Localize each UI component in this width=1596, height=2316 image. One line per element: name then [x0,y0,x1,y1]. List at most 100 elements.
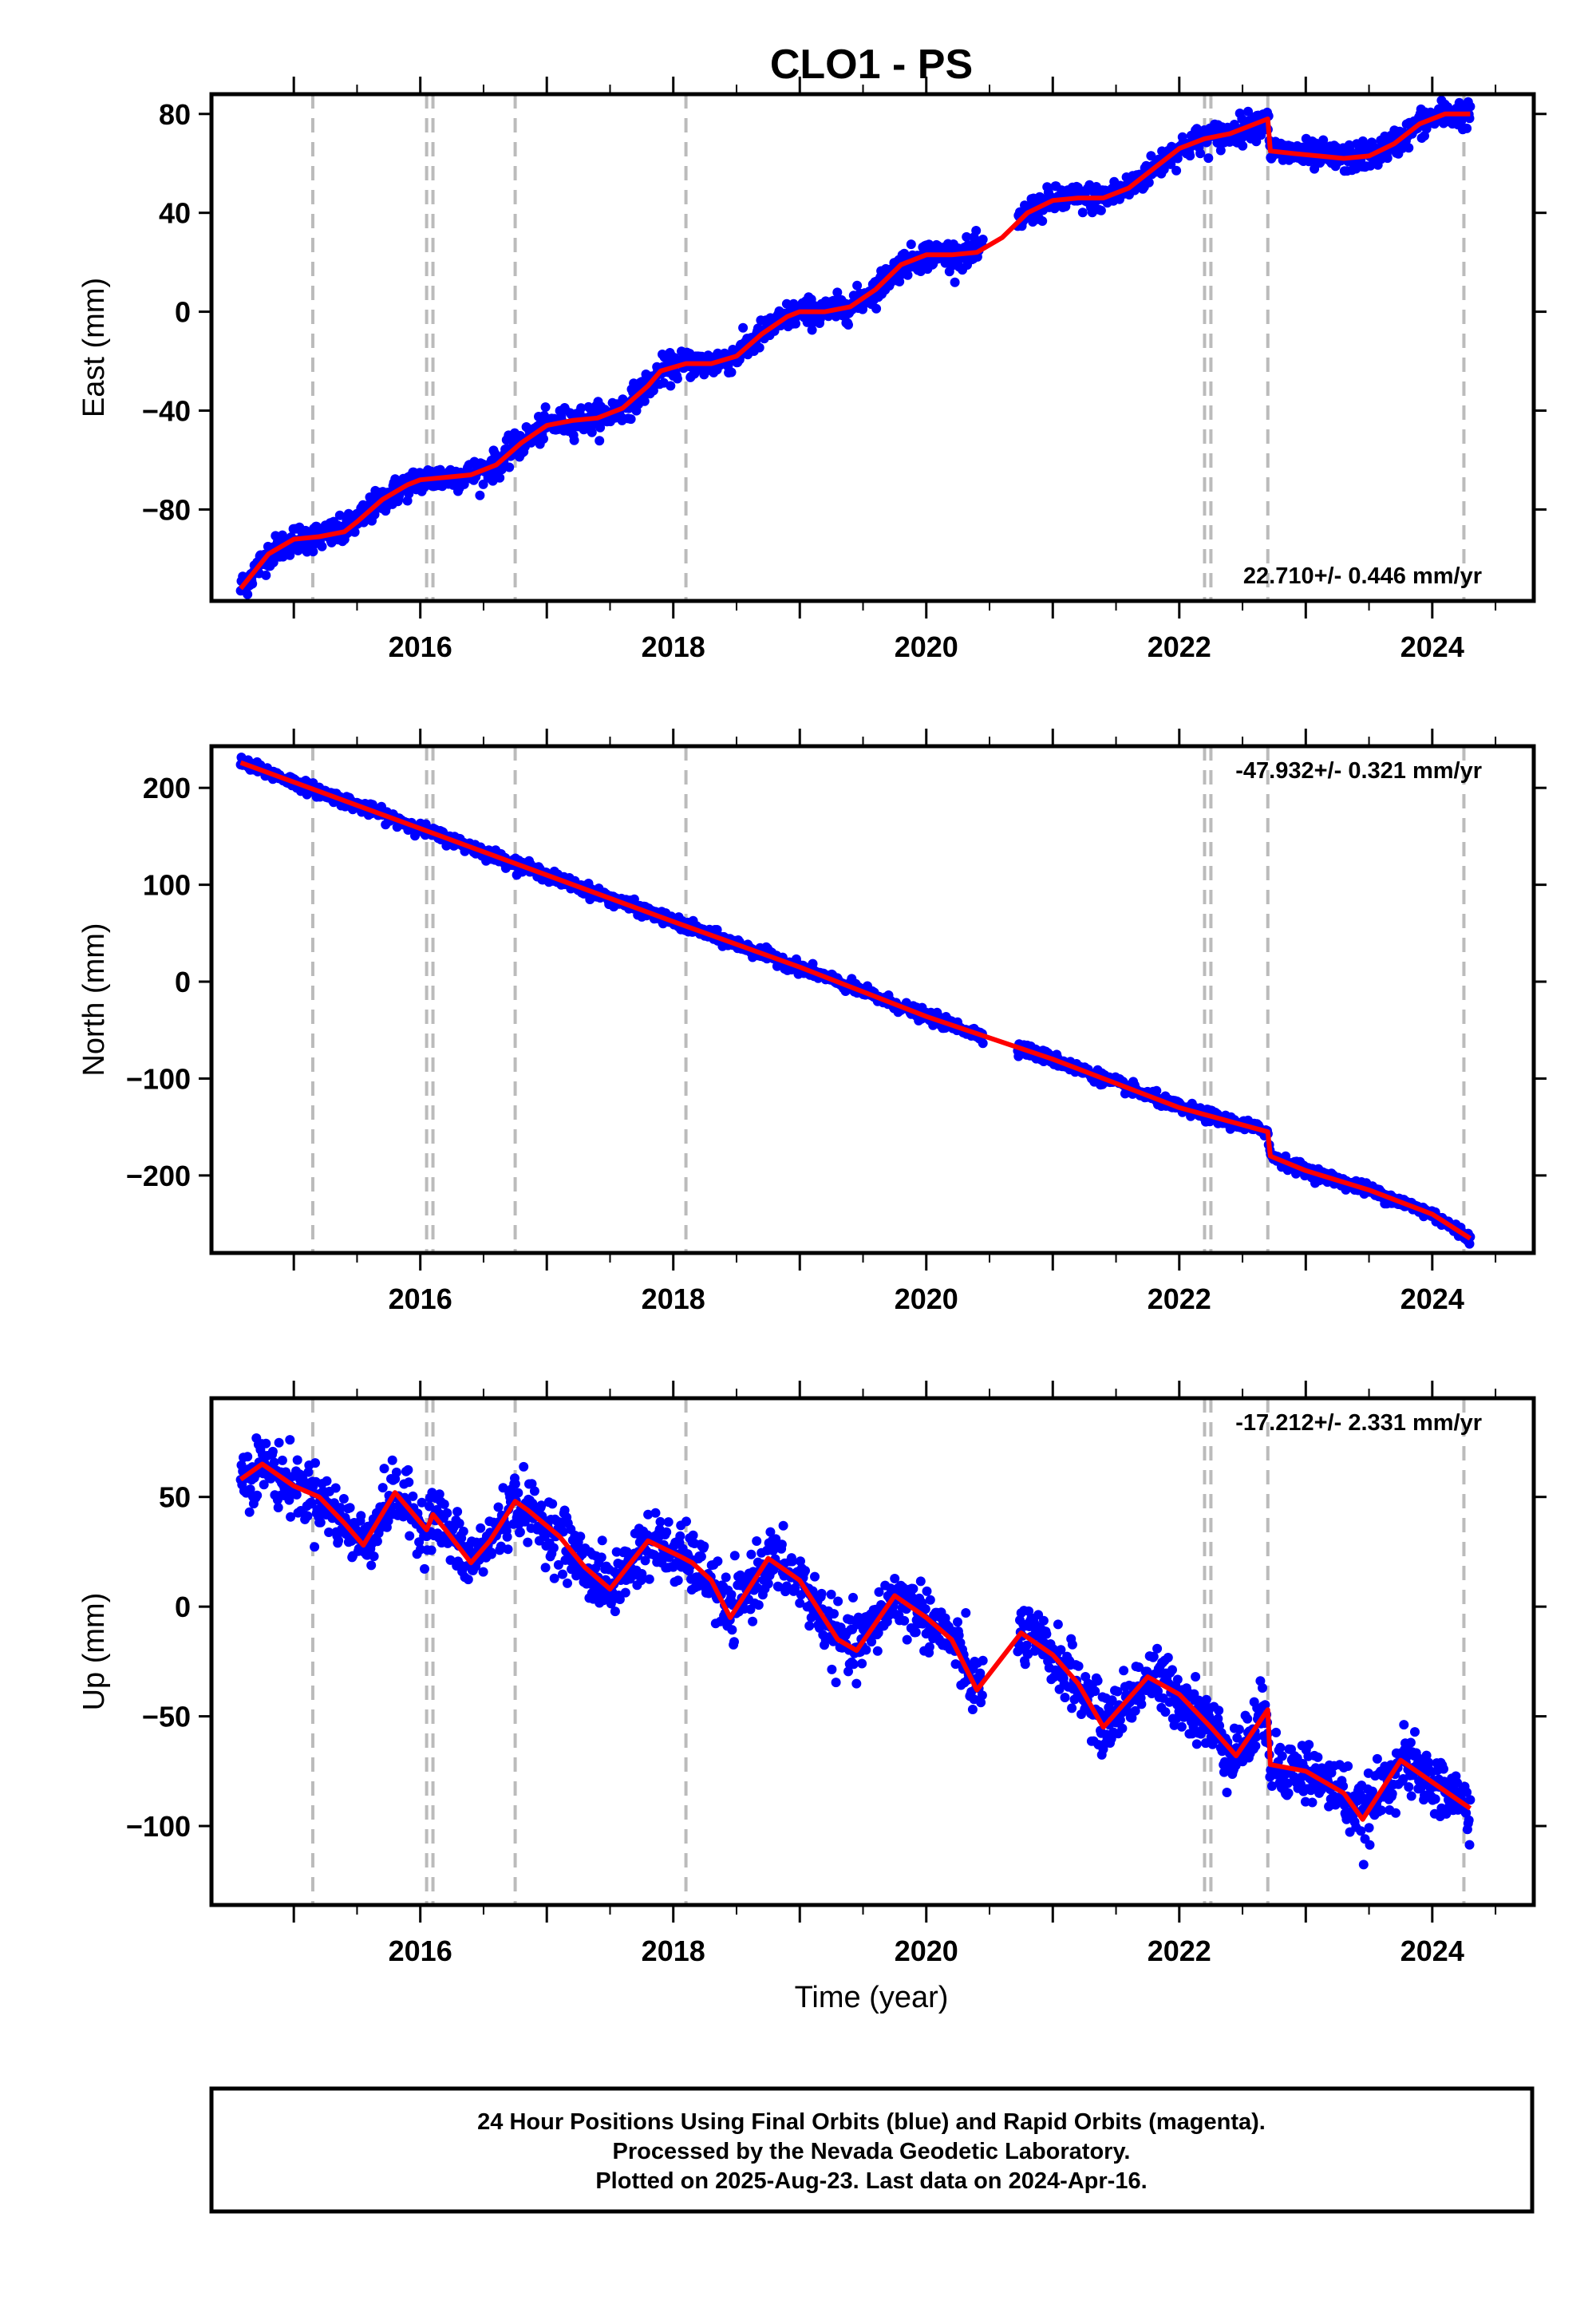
east-y-axis-label: East (mm) [77,278,111,417]
data-point [463,1575,473,1585]
data-point [895,276,905,287]
data-point [285,1435,295,1445]
east-x-tick-label: 2022 [1148,630,1211,663]
data-point [403,1464,413,1475]
data-point [569,435,579,445]
data-point [829,1609,839,1619]
data-point [486,1549,496,1559]
data-point [902,1634,912,1645]
data-point [277,1455,287,1465]
data-point [843,1666,853,1677]
data-point [244,1507,255,1517]
data-point [1107,1695,1117,1705]
data-point [1056,1645,1066,1655]
data-point [655,1516,666,1527]
data-point [1214,1705,1224,1716]
data-point [292,1455,302,1465]
east-x-tick-label: 2018 [642,630,705,663]
data-point [1127,1713,1137,1723]
data-point [611,1547,622,1557]
data-point [748,1616,758,1626]
data-point [420,1563,429,1574]
data-point [614,1595,625,1604]
data-point [1160,1707,1171,1717]
data-point [1250,1741,1261,1751]
data-point [729,1637,739,1647]
data-point [408,1491,418,1501]
data-point [1112,1686,1123,1697]
data-point [540,402,551,413]
data-point [369,509,380,520]
data-point [666,381,676,391]
data-point [496,464,507,475]
data-point [911,1627,921,1638]
data-point [1096,205,1106,215]
data-point [644,1574,654,1584]
data-point [478,479,488,489]
data-point [527,1479,537,1489]
data-point [1100,1710,1110,1721]
data-point [478,1567,488,1577]
data-point [1201,1694,1211,1705]
north-x-tick-label: 2018 [642,1282,705,1315]
data-point [848,1592,858,1603]
data-point [315,1517,326,1528]
data-point [454,1518,464,1528]
data-point [713,1556,723,1567]
data-point [688,1530,698,1540]
data-point [536,1500,547,1511]
data-point [404,1477,414,1488]
data-point [335,1503,346,1513]
data-point [261,1438,271,1448]
data-point [391,1467,401,1477]
north-y-axis-label: North (mm) [77,923,111,1076]
data-point [1222,1788,1232,1797]
data-point [978,1655,988,1666]
data-point [727,1625,737,1635]
data-point [648,385,658,396]
data-point [925,1595,935,1605]
data-point [1242,1713,1253,1724]
data-point [721,1572,731,1583]
data-point [442,1508,452,1518]
data-point [553,1559,563,1570]
data-point [843,320,853,330]
data-point [1119,1666,1129,1676]
data-point [405,1531,415,1541]
data-point [1404,143,1414,153]
data-point [1144,177,1154,188]
data-point [1462,123,1472,133]
data-point [268,557,279,567]
data-point [274,1437,284,1448]
data-point [1041,1629,1052,1639]
data-point [1215,145,1226,156]
data-point [523,1537,533,1547]
data-point [857,1658,867,1669]
data-point [595,436,605,446]
north-y-tick-label: −200 [126,1160,191,1192]
data-point [1115,1715,1125,1725]
data-point [513,1488,523,1498]
data-point [626,414,636,425]
data-point [1171,1713,1182,1724]
data-point [791,318,800,329]
data-point [977,1690,987,1701]
north-frame [209,744,1536,1255]
data-point [495,472,505,483]
data-point [366,1560,377,1571]
data-point [967,1705,978,1714]
data-point [867,1637,877,1647]
data-point [953,1617,962,1627]
data-point [317,541,327,551]
data-point [1067,1703,1077,1713]
data-point [273,1503,283,1512]
data-point [1152,1085,1162,1096]
data-point [976,1697,986,1708]
data-point [1176,1721,1187,1732]
data-point [1172,1674,1183,1685]
east-model-line [239,111,1471,591]
data-point [871,303,882,314]
